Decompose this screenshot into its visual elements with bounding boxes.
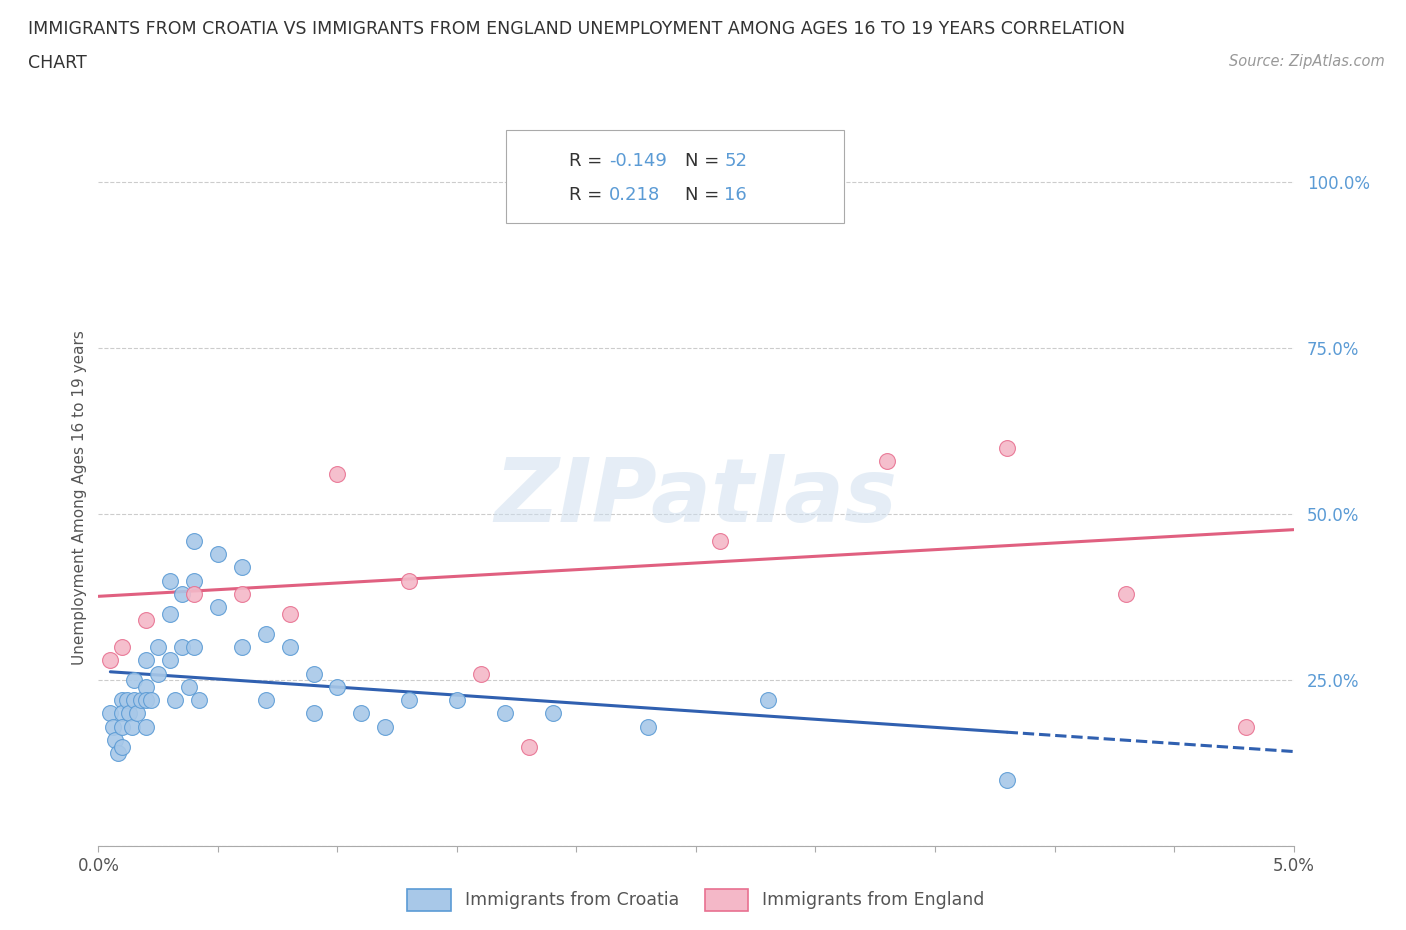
Point <box>98 706 122 721</box>
Point <box>107 746 129 761</box>
Text: R =: R = <box>569 152 609 170</box>
Point <box>183 587 205 602</box>
Point <box>111 640 134 655</box>
Point <box>125 706 148 721</box>
Point <box>1115 587 1137 602</box>
Point <box>98 653 122 668</box>
Point <box>446 693 468 708</box>
Point <box>995 440 1018 455</box>
Point <box>350 706 373 721</box>
Point <box>207 547 229 562</box>
Point <box>709 533 731 548</box>
Text: 16: 16 <box>724 186 747 205</box>
Text: ZIPatlas: ZIPatlas <box>495 454 897 541</box>
Point <box>139 693 162 708</box>
Point <box>121 719 143 734</box>
Point <box>278 640 301 655</box>
Text: Source: ZipAtlas.com: Source: ZipAtlas.com <box>1229 54 1385 69</box>
Point <box>995 773 1018 788</box>
Point <box>179 680 201 695</box>
Point <box>254 626 277 641</box>
Point <box>470 666 492 681</box>
Point <box>135 693 157 708</box>
Point <box>876 454 898 469</box>
Point <box>302 706 325 721</box>
Point <box>374 719 396 734</box>
Point <box>1234 719 1257 734</box>
Point <box>278 606 301 621</box>
Point <box>302 666 325 681</box>
Text: 52: 52 <box>724 152 747 170</box>
Point <box>254 693 277 708</box>
Point <box>135 653 157 668</box>
Point <box>398 573 420 588</box>
Point <box>398 693 420 708</box>
Point <box>135 719 157 734</box>
Point <box>326 680 349 695</box>
Point <box>115 693 138 708</box>
Y-axis label: Unemployment Among Ages 16 to 19 years: Unemployment Among Ages 16 to 19 years <box>72 330 87 665</box>
Point <box>183 573 205 588</box>
Point <box>326 467 349 482</box>
Point <box>756 693 779 708</box>
Text: IMMIGRANTS FROM CROATIA VS IMMIGRANTS FROM ENGLAND UNEMPLOYMENT AMONG AGES 16 TO: IMMIGRANTS FROM CROATIA VS IMMIGRANTS FR… <box>28 20 1125 38</box>
Point <box>231 587 253 602</box>
Point <box>159 653 181 668</box>
Text: 0.218: 0.218 <box>609 186 659 205</box>
Text: R =: R = <box>569 186 614 205</box>
Point <box>637 719 659 734</box>
Point <box>135 680 157 695</box>
Point <box>541 706 564 721</box>
Point <box>101 719 124 734</box>
Text: N =: N = <box>685 186 724 205</box>
Point <box>187 693 209 708</box>
Point <box>231 640 253 655</box>
Point <box>613 175 636 190</box>
Point <box>131 693 153 708</box>
Point <box>124 672 146 687</box>
Point <box>183 640 205 655</box>
Point <box>111 739 134 754</box>
Point <box>163 693 186 708</box>
Point <box>183 533 205 548</box>
Point <box>159 573 181 588</box>
Point <box>111 706 134 721</box>
Point <box>494 706 516 721</box>
Text: N =: N = <box>685 152 724 170</box>
Point <box>159 606 181 621</box>
Point <box>104 733 127 748</box>
Point <box>517 739 540 754</box>
Text: -0.149: -0.149 <box>609 152 666 170</box>
Point <box>231 560 253 575</box>
Point <box>172 587 194 602</box>
Point <box>111 719 134 734</box>
Point <box>124 693 146 708</box>
Point <box>148 666 170 681</box>
Point <box>135 613 157 628</box>
Point <box>148 640 170 655</box>
Legend: Immigrants from Croatia, Immigrants from England: Immigrants from Croatia, Immigrants from… <box>401 882 991 918</box>
Point <box>172 640 194 655</box>
Point <box>207 600 229 615</box>
Point <box>111 693 134 708</box>
Point <box>118 706 141 721</box>
Text: CHART: CHART <box>28 54 87 72</box>
